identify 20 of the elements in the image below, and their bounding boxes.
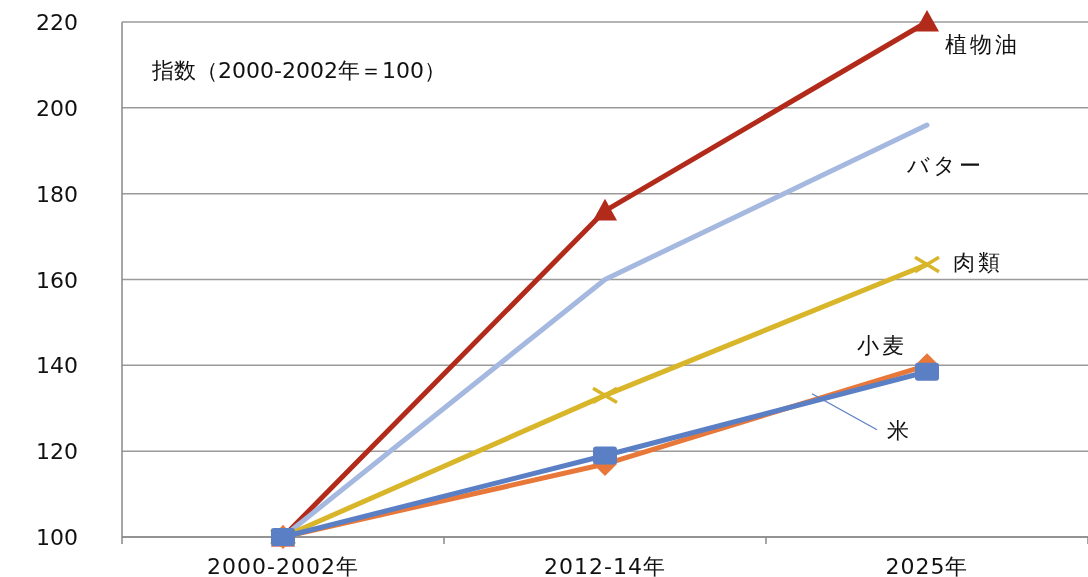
point	[915, 10, 939, 32]
y-tick-label: 140	[36, 353, 78, 379]
y-tick-label: 100	[36, 525, 78, 550]
x-tick-label: 2025年	[885, 554, 969, 577]
x-tick-label: 2000-2002年	[207, 554, 359, 577]
y-tick-label: 180	[36, 181, 78, 207]
y-tick-label: 120	[36, 439, 78, 465]
series-label: 肉類	[953, 250, 1003, 276]
annotation: 指数（2000-2002年＝100）	[151, 58, 446, 83]
y-tick-label: 220	[36, 10, 78, 35]
series-label: 植物油	[945, 32, 1020, 57]
series-label: バター	[906, 153, 984, 178]
series-label: 米	[887, 417, 912, 443]
point	[915, 362, 939, 381]
x-tick-label: 2012-14年	[544, 554, 666, 577]
point	[593, 446, 617, 465]
y-tick-label: 160	[36, 267, 78, 293]
y-tick-label: 200	[36, 95, 78, 121]
series-label: 小麦	[857, 333, 907, 359]
point	[593, 198, 617, 221]
